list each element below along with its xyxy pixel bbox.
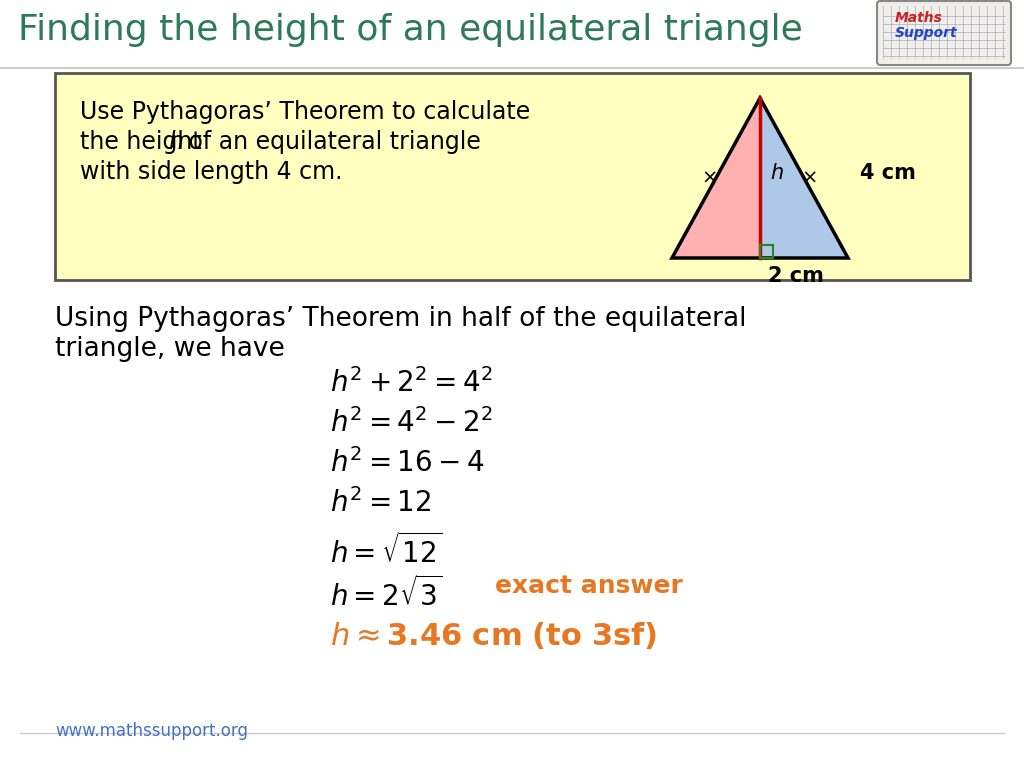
FancyBboxPatch shape xyxy=(55,73,970,280)
Text: $h$: $h$ xyxy=(770,163,783,183)
Text: Using Pythagoras’ Theorem in half of the equilateral: Using Pythagoras’ Theorem in half of the… xyxy=(55,306,746,332)
Text: Support: Support xyxy=(895,26,957,40)
Polygon shape xyxy=(760,98,848,258)
Text: triangle, we have: triangle, we have xyxy=(55,336,285,362)
Text: 4 cm: 4 cm xyxy=(860,163,915,183)
Text: $h^2 = 4^2 - 2^2$: $h^2 = 4^2 - 2^2$ xyxy=(330,408,493,438)
Text: ×: × xyxy=(802,168,818,187)
Text: $h^2 = 16 - 4$: $h^2 = 16 - 4$ xyxy=(330,448,484,478)
Text: Finding the height of an equilateral triangle: Finding the height of an equilateral tri… xyxy=(18,13,803,47)
Text: of an equilateral triangle: of an equilateral triangle xyxy=(181,130,481,154)
Text: $h = \sqrt{12}$: $h = \sqrt{12}$ xyxy=(330,533,442,569)
Text: Maths: Maths xyxy=(895,11,943,25)
Text: www.mathssupport.org: www.mathssupport.org xyxy=(55,722,248,740)
Text: with side length 4 cm.: with side length 4 cm. xyxy=(80,160,342,184)
Text: $h = 2\sqrt{3}$: $h = 2\sqrt{3}$ xyxy=(330,576,442,612)
Text: $h^2 + 2^2 = 4^2$: $h^2 + 2^2 = 4^2$ xyxy=(330,368,493,398)
Text: exact answer: exact answer xyxy=(495,574,683,598)
Polygon shape xyxy=(672,98,760,258)
Text: $h \approx \mathbf{3.46\ cm\ (to\ 3sf)}$: $h \approx \mathbf{3.46\ cm\ (to\ 3sf)}$ xyxy=(330,620,657,651)
Text: ×: × xyxy=(701,168,718,187)
Text: 2 cm: 2 cm xyxy=(768,266,824,286)
Text: $h$: $h$ xyxy=(168,130,183,154)
Text: the height: the height xyxy=(80,130,209,154)
Text: Use Pythagoras’ Theorem to calculate: Use Pythagoras’ Theorem to calculate xyxy=(80,100,530,124)
FancyBboxPatch shape xyxy=(877,1,1011,65)
Bar xyxy=(760,245,773,258)
Text: $h^2 = 12$: $h^2 = 12$ xyxy=(330,488,431,518)
